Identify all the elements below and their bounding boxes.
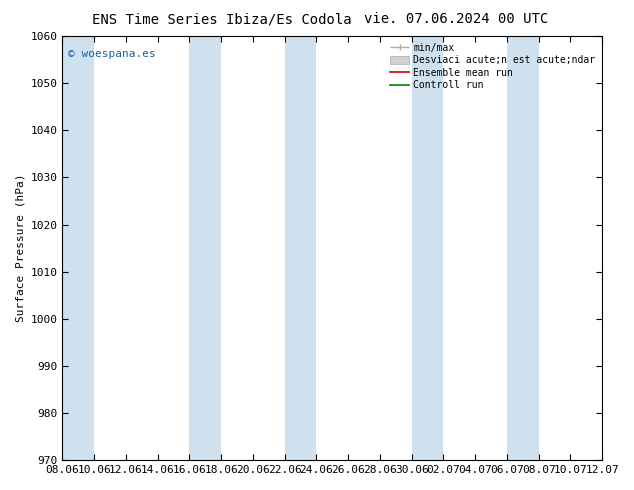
Bar [190,36,221,460]
Text: ENS Time Series Ibiza/Es Codola: ENS Time Series Ibiza/Es Codola [92,12,352,26]
Legend: min/max, Desviaci acute;n est acute;ndar, Ensemble mean run, Controll run: min/max, Desviaci acute;n est acute;ndar… [388,41,597,92]
Text: vie. 07.06.2024 00 UTC: vie. 07.06.2024 00 UTC [365,12,548,26]
Y-axis label: Surface Pressure (hPa): Surface Pressure (hPa) [15,174,25,322]
Bar [507,36,539,460]
Bar [411,36,443,460]
Text: © woespana.es: © woespana.es [68,49,155,59]
Bar [62,36,94,460]
Bar [285,36,316,460]
